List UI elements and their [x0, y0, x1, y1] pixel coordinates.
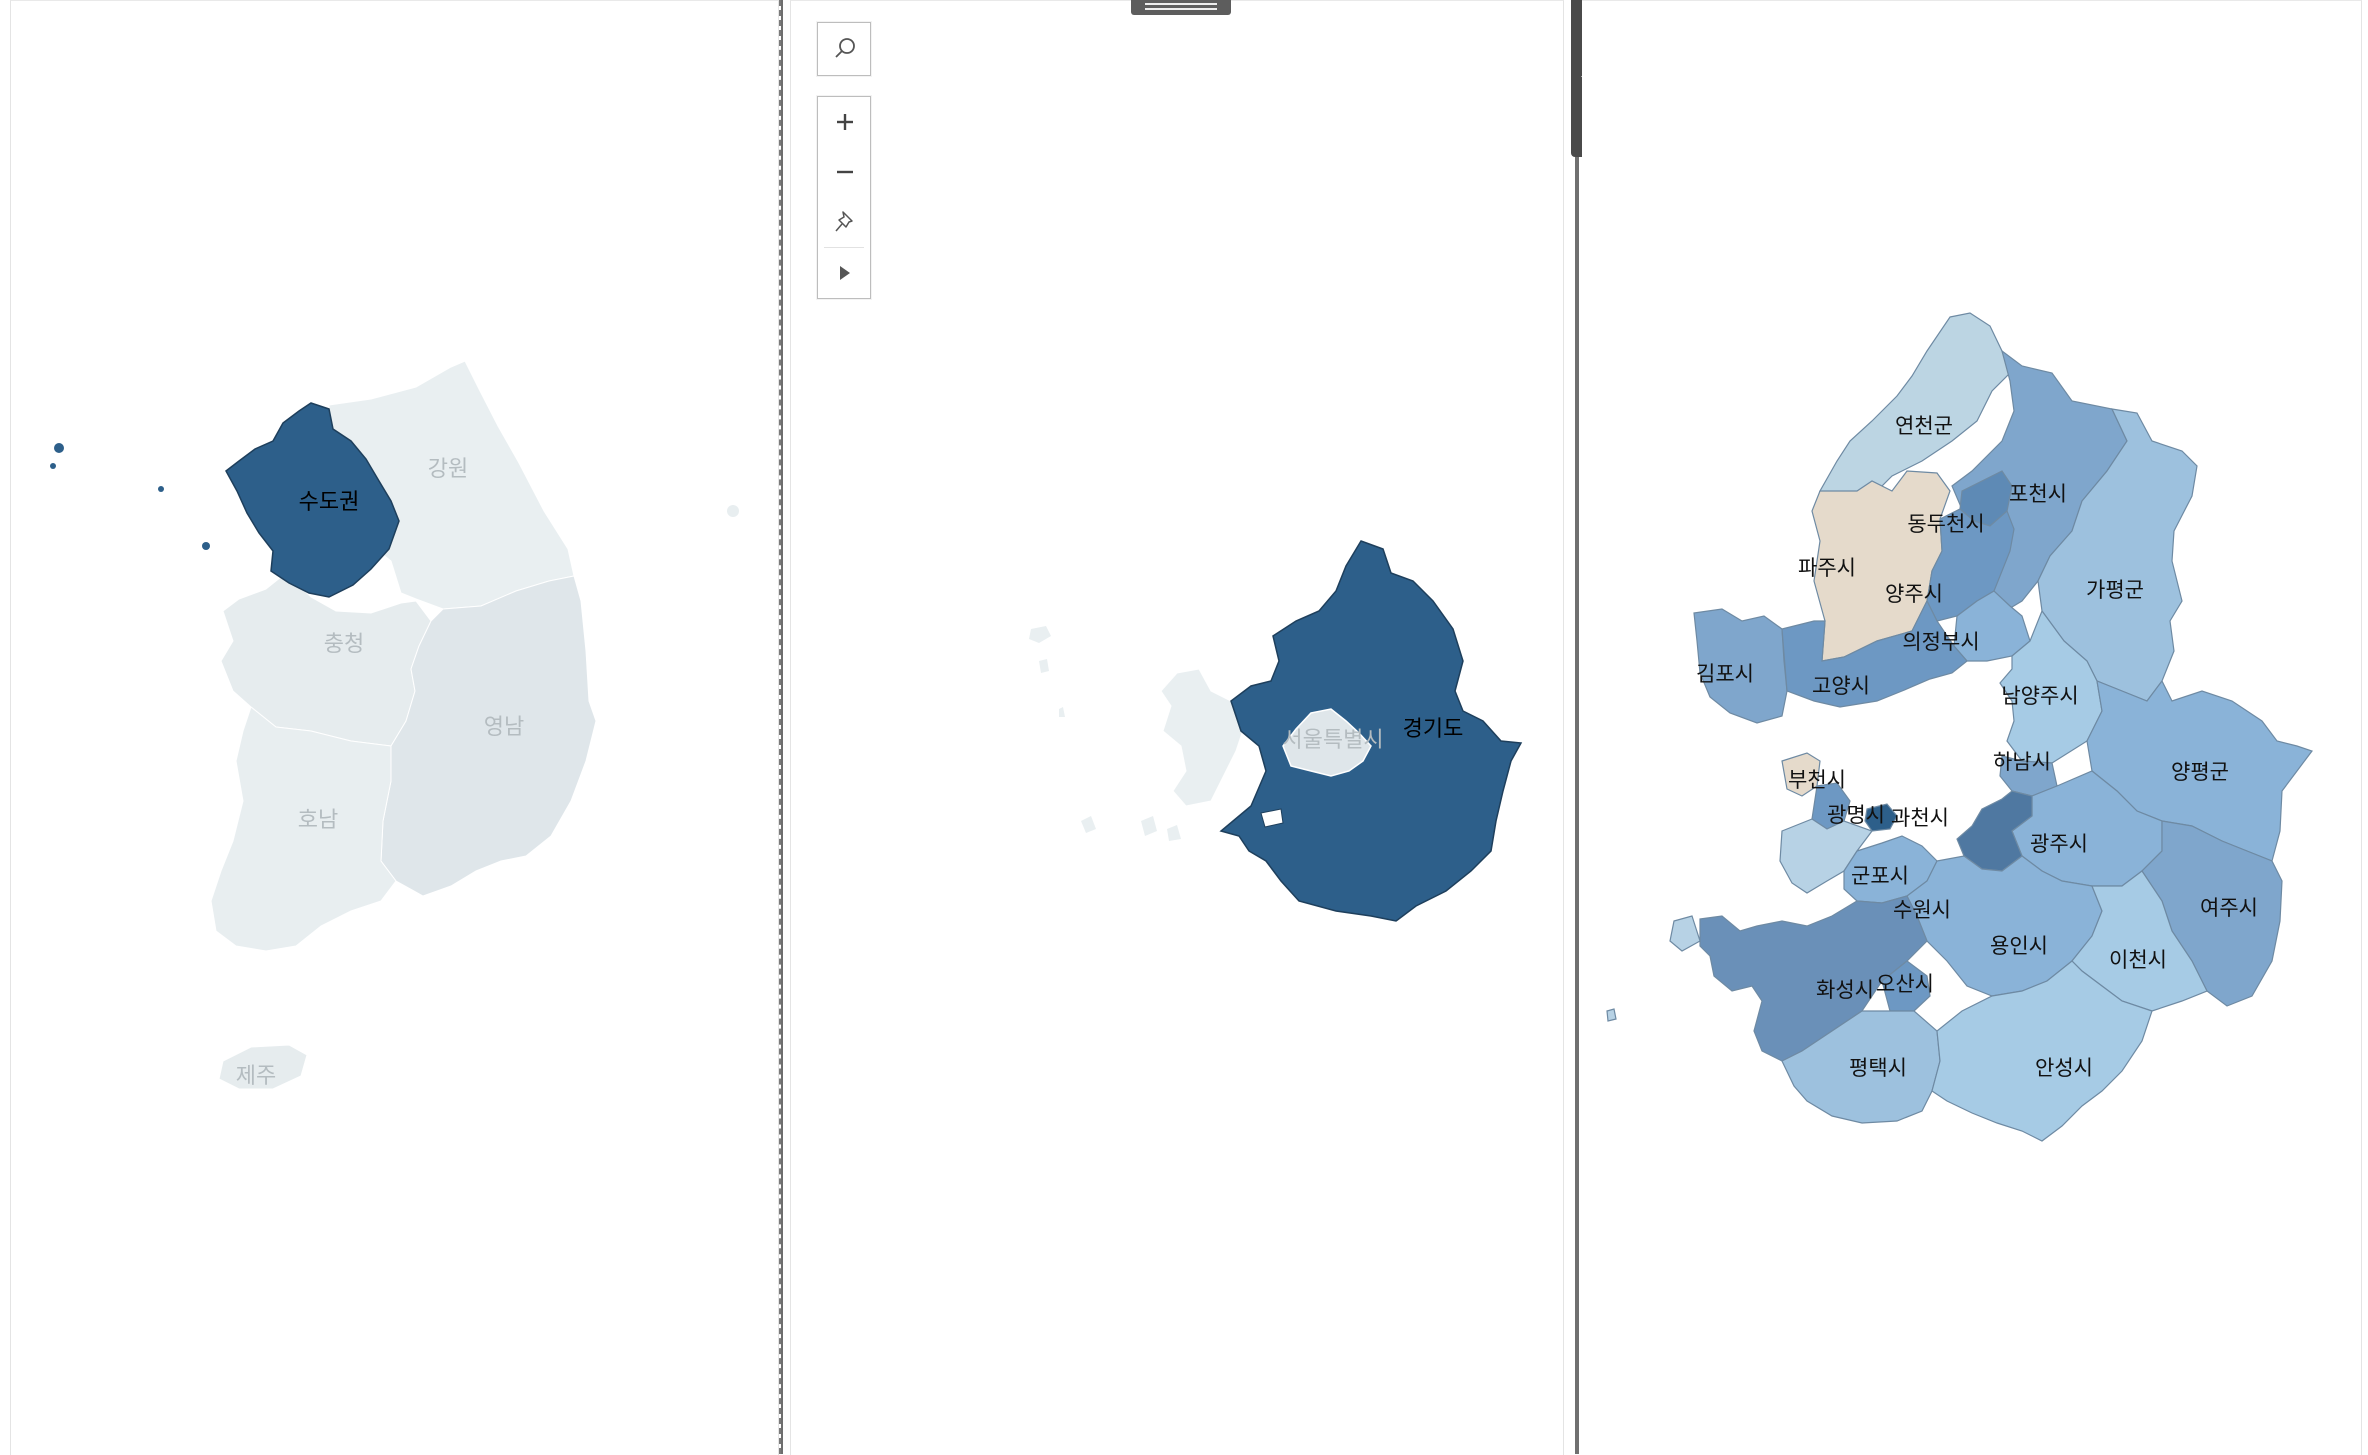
pin-button[interactable]: [818, 197, 872, 247]
region-label: 서울특별시: [1282, 727, 1383, 752]
region-label: 수원시: [1893, 899, 1951, 922]
region-yeoju[interactable]: [2141, 820, 2283, 1007]
region-label: 광주시: [2030, 833, 2088, 856]
island: [54, 443, 64, 453]
zoom-in-icon: [837, 114, 853, 130]
region-label: 강원: [428, 456, 468, 481]
island: [1081, 816, 1096, 833]
zoom-out-button[interactable]: [818, 147, 872, 197]
region-label: 부천시: [1788, 769, 1846, 792]
region-label: 포천시: [2009, 483, 2067, 506]
region-honam[interactable]: [210, 706, 397, 952]
region-yeongnam[interactable]: [380, 575, 597, 897]
island: [1606, 1008, 1617, 1022]
island: [50, 463, 56, 469]
region-label: 충청: [324, 631, 364, 656]
region-label: 제주: [236, 1063, 276, 1088]
region-icheon[interactable]: [2071, 870, 2208, 1012]
region-label: 광명시: [1827, 804, 1885, 827]
panel-divider[interactable]: [779, 0, 783, 1454]
region-label: 양평군: [2171, 761, 2229, 784]
region-label: 연천군: [1895, 415, 1953, 438]
region-incheon[interactable]: [1160, 668, 1247, 807]
region-label: 과천시: [1891, 807, 1949, 830]
region-gyeonggi[interactable]: [1219, 540, 1523, 922]
korea-map: 수도권 강원 충청 영남 호남 제주: [50, 360, 739, 1090]
region-label: 여주시: [2200, 897, 2258, 920]
region-label: 수도권: [299, 489, 360, 514]
zoom-out-icon: [837, 170, 853, 174]
region-label: 이천시: [2109, 949, 2167, 972]
region-goyang[interactable]: [1781, 599, 1968, 708]
region-label: 남양주시: [2001, 685, 2078, 708]
island: [1029, 626, 1051, 643]
gyeonggi-map: 연천군 포천시 동두천시 파주시 양주시 가평군 의정부시 김포시 고양시 남양…: [1606, 312, 2313, 1142]
region-jeju[interactable]: [218, 1044, 308, 1090]
region-label: 군포시: [1851, 865, 1909, 888]
drag-handle[interactable]: [1131, 0, 1231, 15]
region-anseong[interactable]: [1931, 960, 2153, 1142]
region-seoul[interactable]: [1282, 708, 1372, 777]
region-label: 김포시: [1696, 663, 1754, 686]
search-tool-box: [817, 22, 871, 76]
region-gimpo[interactable]: [1693, 608, 1788, 724]
zoom-in-button[interactable]: [818, 97, 872, 147]
region-label: 양주시: [1885, 583, 1943, 606]
region-label: 고양시: [1812, 675, 1870, 698]
region-label: 영남: [484, 714, 524, 739]
region-label: 동두천시: [1907, 513, 1984, 536]
korea-map-panel: 수도권 강원 충청 영남 호남 제주: [10, 0, 779, 1455]
region-label: 용인시: [1990, 935, 2048, 958]
region-label: 호남: [298, 807, 338, 832]
region-label: 평택시: [1849, 1057, 1907, 1080]
island: [1167, 825, 1181, 841]
island: [158, 486, 164, 492]
pin-icon: [835, 211, 853, 232]
island: [1039, 659, 1049, 673]
region-label: 하남시: [1993, 751, 2051, 774]
region-label: 가평군: [2086, 579, 2144, 602]
gyeonggi-map-panel: 연천군 포천시 동두천시 파주시 양주시 가평군 의정부시 김포시 고양시 남양…: [1582, 0, 2362, 1455]
toolbar-separator: [824, 247, 864, 248]
map-toolbar: [817, 22, 871, 299]
expand-button[interactable]: [818, 248, 872, 298]
metro-map: 경기도 서울특별시: [1029, 540, 1523, 922]
island: [1669, 915, 1701, 952]
region-sudogwon[interactable]: [225, 402, 400, 598]
island: [1059, 707, 1065, 717]
search-icon: [835, 38, 855, 58]
island: [1141, 816, 1157, 836]
region-label: 화성시: [1816, 979, 1874, 1002]
region-label: 의정부시: [1902, 631, 1979, 654]
region-label: 경기도: [1403, 716, 1464, 741]
search-button[interactable]: [818, 23, 872, 73]
region-label: 안성시: [2035, 1057, 2093, 1080]
island: [202, 542, 210, 550]
expand-icon: [840, 266, 850, 280]
panel-divider-selected[interactable]: [1575, 0, 1579, 1454]
region-yangju[interactable]: [1926, 508, 2015, 622]
island: [727, 505, 739, 517]
zoom-tool-box: [817, 96, 871, 299]
region-label: 파주시: [1798, 557, 1856, 580]
region-gwacheon[interactable]: [1864, 803, 1898, 832]
metro-map-panel: 경기도 서울특별시: [790, 0, 1564, 1455]
region-label: 오산시: [1876, 973, 1934, 996]
island: [1260, 808, 1284, 828]
